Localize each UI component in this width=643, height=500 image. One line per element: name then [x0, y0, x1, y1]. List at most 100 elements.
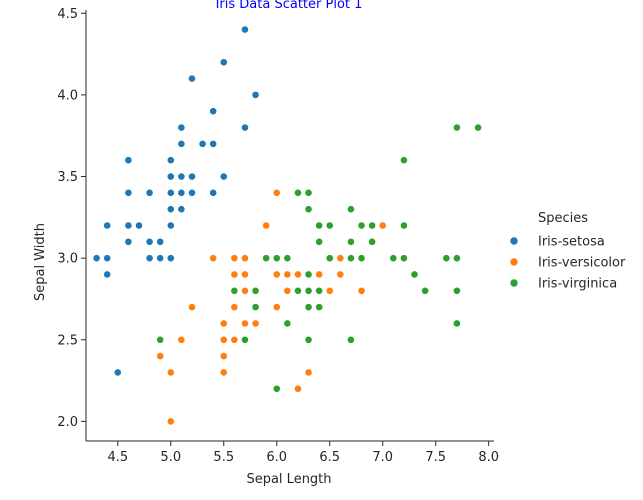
point-iris-setosa [209, 139, 218, 148]
legend-marker [509, 257, 519, 267]
x-tick-label: 7.5 [425, 450, 446, 465]
point-iris-versicolor [188, 303, 196, 312]
point-iris-virginica [283, 254, 292, 263]
point-iris-versicolor [230, 270, 239, 279]
x-tick-label: 4.5 [107, 450, 128, 465]
point-iris-virginica [453, 254, 461, 263]
point-iris-virginica [347, 237, 355, 246]
point-iris-setosa [177, 139, 186, 148]
point-iris-setosa [166, 156, 175, 165]
point-iris-virginica [325, 221, 334, 230]
point-iris-versicolor [325, 286, 334, 295]
point-iris-virginica [272, 384, 281, 393]
point-iris-virginica [453, 319, 461, 328]
point-iris-virginica [400, 156, 408, 165]
point-iris-virginica [453, 286, 461, 295]
point-iris-virginica [294, 286, 302, 295]
point-iris-setosa [177, 205, 186, 214]
point-iris-setosa [166, 254, 175, 263]
point-iris-virginica [325, 254, 334, 263]
point-iris-setosa [219, 58, 228, 67]
point-iris-virginica [357, 254, 366, 263]
point-iris-setosa [219, 172, 228, 181]
legend-marker [509, 236, 519, 246]
point-iris-virginica [156, 335, 165, 344]
point-iris-setosa [251, 90, 260, 99]
point-iris-setosa [103, 254, 112, 263]
point-iris-setosa [177, 188, 186, 197]
point-iris-setosa [166, 172, 175, 181]
point-iris-versicolor [272, 270, 281, 279]
legend-title: Species [538, 211, 588, 226]
point-iris-setosa [103, 221, 112, 230]
point-iris-setosa [166, 221, 175, 230]
point-iris-setosa [145, 254, 154, 263]
point-iris-virginica [400, 254, 408, 263]
point-iris-setosa [145, 188, 154, 197]
point-iris-virginica [347, 254, 355, 263]
point-iris-virginica [410, 270, 419, 279]
x-tick-label: 5.5 [213, 450, 234, 465]
point-iris-virginica [251, 303, 260, 312]
point-iris-virginica [347, 335, 355, 344]
point-iris-versicolor [209, 254, 218, 263]
y-axis-label: Sepal Width [33, 223, 48, 301]
point-iris-setosa [241, 123, 249, 132]
point-iris-versicolor [230, 303, 239, 312]
points-layer [92, 25, 483, 426]
legend-marker [509, 278, 519, 288]
point-iris-virginica [251, 286, 260, 295]
point-iris-virginica [304, 188, 313, 197]
point-iris-setosa [92, 254, 101, 263]
x-tick-label: 7.0 [372, 450, 393, 465]
point-iris-setosa [188, 172, 196, 181]
point-iris-versicolor [219, 352, 228, 361]
point-iris-setosa [103, 270, 112, 279]
point-iris-versicolor [262, 221, 271, 230]
point-iris-setosa [166, 205, 175, 214]
point-iris-virginica [400, 221, 408, 230]
point-iris-versicolor [156, 352, 165, 361]
point-iris-versicolor [230, 335, 239, 344]
point-iris-setosa [177, 123, 186, 132]
chart-title: Iris Data Scatter Plot 1 [216, 0, 363, 12]
point-iris-setosa [166, 188, 175, 197]
point-iris-setosa [113, 368, 122, 377]
x-tick-label: 8.0 [478, 450, 499, 465]
point-iris-versicolor [304, 368, 313, 377]
point-iris-virginica [304, 335, 313, 344]
x-tick-label: 6.5 [319, 450, 340, 465]
point-iris-setosa [156, 237, 165, 246]
point-iris-setosa [156, 254, 165, 263]
point-iris-versicolor [283, 286, 292, 295]
point-iris-setosa [241, 25, 249, 34]
point-iris-virginica [304, 270, 313, 279]
point-iris-setosa [198, 139, 207, 148]
axes-layer [85, 10, 494, 442]
point-iris-virginica [315, 286, 324, 295]
point-iris-versicolor [272, 188, 281, 197]
point-iris-virginica [421, 286, 430, 295]
point-iris-versicolor [166, 368, 175, 377]
point-iris-virginica [262, 254, 271, 263]
point-iris-virginica [304, 303, 313, 312]
legend-label: Iris-virginica [538, 277, 617, 292]
point-iris-virginica [304, 286, 313, 295]
point-iris-virginica [453, 123, 461, 132]
point-iris-versicolor [219, 319, 228, 328]
x-tick-label: 6.0 [266, 450, 287, 465]
y-tick-label: 2.5 [57, 333, 78, 348]
point-iris-versicolor [378, 221, 387, 230]
y-tick-label: 3.0 [57, 252, 78, 267]
point-iris-setosa [124, 221, 133, 230]
point-iris-versicolor [241, 270, 249, 279]
y-tick-label: 3.5 [57, 170, 78, 185]
point-iris-virginica [368, 237, 377, 246]
point-iris-versicolor [357, 286, 366, 295]
point-iris-setosa [145, 237, 154, 246]
point-iris-setosa [177, 172, 186, 181]
point-iris-virginica [230, 286, 239, 295]
point-iris-virginica [315, 303, 324, 312]
point-iris-virginica [442, 254, 451, 263]
